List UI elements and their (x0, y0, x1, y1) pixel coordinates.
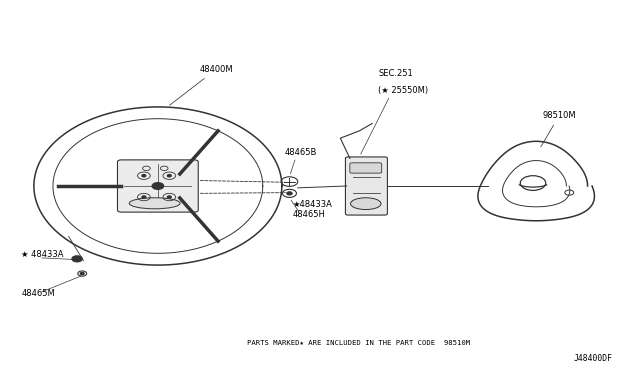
Text: PARTS MARKED★ ARE INCLUDED IN THE PART CODE  98510M: PARTS MARKED★ ARE INCLUDED IN THE PART C… (247, 340, 470, 346)
Circle shape (142, 174, 146, 177)
Text: 48465B: 48465B (284, 148, 317, 157)
Text: 48465M: 48465M (21, 289, 55, 298)
Text: ★ 48433A: ★ 48433A (21, 250, 63, 259)
Text: SEC.251: SEC.251 (378, 69, 413, 78)
Circle shape (287, 192, 292, 195)
Ellipse shape (351, 198, 381, 209)
Circle shape (152, 183, 164, 189)
Text: 48465H: 48465H (292, 210, 326, 219)
FancyBboxPatch shape (118, 160, 198, 212)
Circle shape (72, 256, 82, 262)
Text: (★ 25550M): (★ 25550M) (378, 86, 429, 95)
Circle shape (168, 174, 172, 177)
Text: 48400M: 48400M (170, 65, 233, 105)
Ellipse shape (129, 198, 180, 209)
Text: ★48433A: ★48433A (292, 201, 333, 209)
Text: 98510M: 98510M (541, 111, 576, 147)
FancyBboxPatch shape (346, 157, 387, 215)
Circle shape (168, 196, 172, 198)
FancyBboxPatch shape (350, 163, 381, 173)
Text: J48400DF: J48400DF (573, 354, 612, 363)
Circle shape (142, 196, 146, 198)
Circle shape (80, 272, 84, 275)
